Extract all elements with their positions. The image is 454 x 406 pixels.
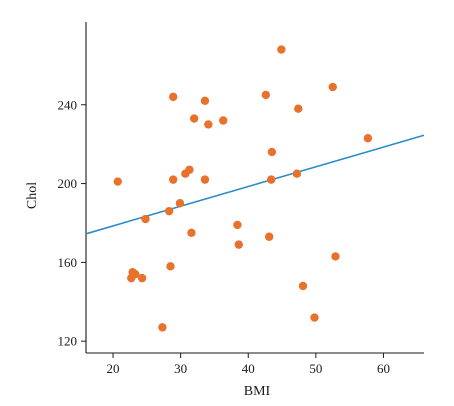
data-point <box>310 313 319 322</box>
data-point <box>137 273 147 283</box>
data-point <box>267 175 276 184</box>
y-tick-label: 240 <box>58 97 78 112</box>
x-tick-label: 20 <box>107 361 120 376</box>
data-point <box>141 214 150 224</box>
data-point <box>164 206 174 216</box>
data-point <box>166 262 175 271</box>
data-point <box>185 165 194 174</box>
x-axis-ticks: 20 30 40 50 60 <box>107 353 390 376</box>
y-tick-label: 160 <box>58 255 78 270</box>
data-point <box>113 177 122 186</box>
data-point <box>169 175 178 184</box>
data-point <box>200 96 210 106</box>
data-point <box>328 82 337 92</box>
y-axis-title: Chol <box>25 182 40 209</box>
regression-line <box>85 134 425 235</box>
x-axis-title: BMI <box>244 384 271 399</box>
data-point <box>261 90 271 100</box>
data-point <box>158 323 167 332</box>
x-tick-label: 30 <box>174 361 187 376</box>
y-tick-label: 200 <box>58 176 78 191</box>
data-point <box>219 116 228 125</box>
data-point <box>187 228 196 238</box>
data-point <box>233 220 242 230</box>
data-point <box>200 175 210 184</box>
data-point <box>189 114 199 123</box>
data-point <box>267 147 277 157</box>
data-point <box>298 281 308 291</box>
y-tick-label: 120 <box>58 334 78 349</box>
data-point <box>131 269 140 279</box>
data-point <box>264 232 274 241</box>
data-point <box>294 104 303 113</box>
data-point <box>169 92 178 102</box>
data-point <box>234 240 243 249</box>
y-axis-ticks: 120 160 200 240 <box>58 97 86 349</box>
data-point <box>331 252 340 261</box>
data-point <box>292 169 302 178</box>
x-tick-label: 60 <box>377 361 390 376</box>
x-tick-label: 40 <box>242 361 255 376</box>
axes <box>85 22 424 354</box>
data-point <box>363 134 373 143</box>
data-points <box>113 45 373 332</box>
data-point <box>175 199 185 208</box>
data-point <box>204 120 213 129</box>
x-tick-label: 50 <box>309 361 322 376</box>
data-point <box>277 45 286 54</box>
